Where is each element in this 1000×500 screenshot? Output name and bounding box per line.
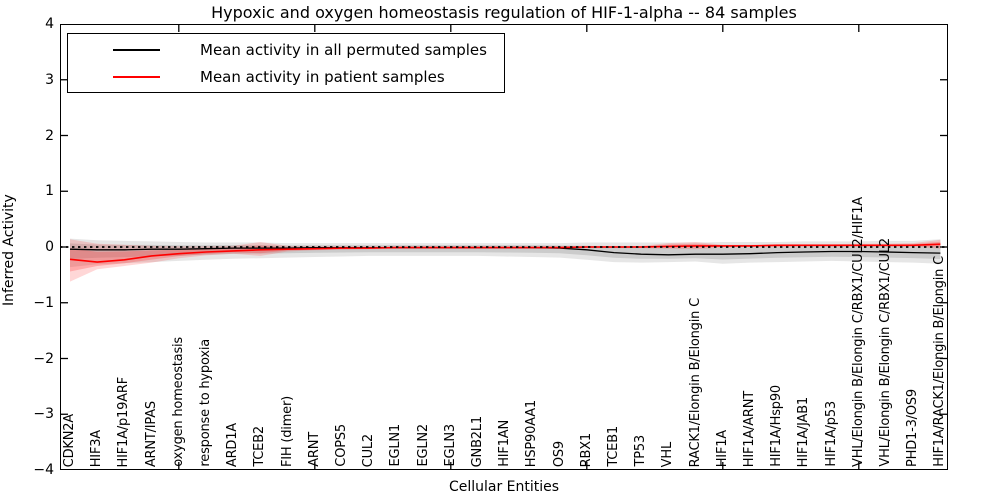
- x-category-label: FIH (dimer): [279, 395, 295, 467]
- legend-line-sample: [113, 75, 160, 78]
- x-category-label: oxygen homeostasis: [170, 337, 186, 467]
- x-category-label: HIF1A/p53: [823, 401, 839, 467]
- x-category-label: VHL/Elongin B/Elongin C/RBX1/CUL2/HIF1A: [850, 197, 866, 467]
- x-category-label: EGLN1: [388, 424, 404, 467]
- x-category-label: COPS5: [334, 424, 349, 467]
- x-category-label: HIF1A/Hsp90: [769, 385, 785, 467]
- x-category-label: OS9: [551, 440, 567, 467]
- x-category-label: TCEB2: [252, 426, 268, 467]
- x-category-label: CUL2: [361, 433, 377, 467]
- x-category-label: ARD1A: [225, 422, 241, 467]
- x-category-label: RBX1: [578, 432, 594, 467]
- x-category-label: HIF1A/RACK1/Elongin B/Elongin C: [932, 256, 948, 467]
- x-category-label: HIF1A: [714, 429, 730, 467]
- legend-label: Mean activity in all permuted samples: [200, 40, 487, 59]
- plot-canvas: [60, 24, 948, 470]
- y-tick-label: −3: [33, 406, 54, 423]
- legend-line-sample: [113, 48, 160, 51]
- x-category-label: HIF1AN: [497, 420, 513, 467]
- y-tick-label: −1: [33, 294, 54, 311]
- x-category-label: response to hypoxia: [198, 339, 213, 467]
- legend: Mean activity in all permuted samples Mea…: [67, 33, 505, 93]
- x-axis-label: Cellular Entities: [448, 479, 560, 495]
- x-category-label: HSP90AA1: [524, 399, 540, 467]
- legend-label: Mean activity in patient samples: [200, 67, 445, 86]
- y-tick-label: −2: [33, 350, 54, 367]
- y-tick-label: 0: [45, 239, 54, 255]
- y-tick-label: 2: [45, 127, 54, 144]
- x-category-label: HIF1A/p19ARF: [116, 376, 132, 467]
- plot-frame: [60, 24, 948, 470]
- x-category-label: GNB2L1: [470, 415, 485, 467]
- chart-title: Hypoxic and oxygen homeostasis regulatio…: [211, 3, 797, 22]
- y-tick-label: −4: [33, 462, 54, 478]
- y-tick-label: 4: [45, 16, 54, 32]
- legend-entry: Mean activity in patient samples: [68, 67, 504, 87]
- x-category-label: TP53: [633, 435, 649, 467]
- x-category-label: EGLN2: [415, 424, 431, 467]
- band-permuted-inner: [70, 243, 941, 260]
- x-category-label: VHL/Elongin B/Elongin C/RBX1/CUL2: [878, 238, 893, 467]
- x-category-label: ARNT/IPAS: [143, 400, 159, 467]
- x-category-label: HIF1A/JAB1: [796, 396, 812, 467]
- x-category-label: VHL: [660, 441, 676, 467]
- legend-entry: Mean activity in all permuted samples: [68, 40, 504, 60]
- x-category-label: HIF3A: [89, 429, 105, 467]
- x-category-label: RACK1/Elongin B/Elongin C: [687, 297, 703, 467]
- y-tick-label: 3: [45, 71, 54, 88]
- x-category-label: HIF1A/ARNT: [742, 390, 757, 467]
- x-category-label: TCEB1: [606, 426, 621, 467]
- x-category-label: PHD1-3/OS9: [905, 389, 921, 467]
- y-tick-label: 1: [45, 183, 54, 200]
- x-category-label: ARNT: [306, 432, 322, 467]
- x-category-label: CDKN2A: [62, 413, 77, 467]
- x-category-label: EGLN3: [442, 424, 458, 467]
